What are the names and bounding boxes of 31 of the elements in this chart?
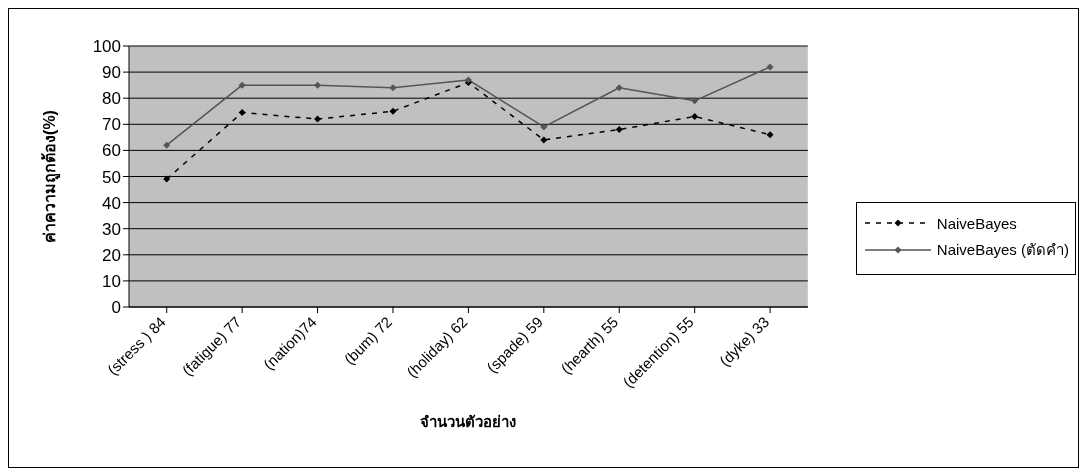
y-tick-label: 10 <box>102 271 121 291</box>
point <box>389 84 397 92</box>
point <box>540 123 548 131</box>
point <box>314 115 322 123</box>
point <box>163 141 171 149</box>
point <box>163 175 171 183</box>
point <box>389 107 397 115</box>
point <box>691 112 699 120</box>
y-tick-label: 90 <box>102 63 121 83</box>
point <box>314 81 322 89</box>
point <box>691 97 699 105</box>
point <box>615 126 623 134</box>
point <box>766 131 774 139</box>
y-tick-label: 40 <box>102 193 121 213</box>
y-tick-label: 30 <box>102 219 121 239</box>
point <box>766 63 774 71</box>
point <box>615 84 623 92</box>
y-tick-label: 80 <box>102 89 121 109</box>
y-axis-title: ค่าความถูกต้อง(%) <box>40 110 61 243</box>
legend-label: NaiveBayes <box>936 214 1017 232</box>
y-tick-label: 100 <box>92 37 121 57</box>
y-tick-label: 20 <box>102 245 121 265</box>
legend-label: NaiveBayes (ตัดคำ) <box>936 239 1069 260</box>
point <box>238 109 246 117</box>
y-tick-label: 0 <box>111 298 121 318</box>
y-tick-label: 50 <box>102 167 121 187</box>
x-axis-title: จำนวนตัวอย่าง <box>420 413 517 430</box>
y-tick-label: 60 <box>102 141 121 161</box>
y-tick-label: 70 <box>102 115 121 135</box>
point <box>540 136 548 144</box>
point <box>238 81 246 89</box>
